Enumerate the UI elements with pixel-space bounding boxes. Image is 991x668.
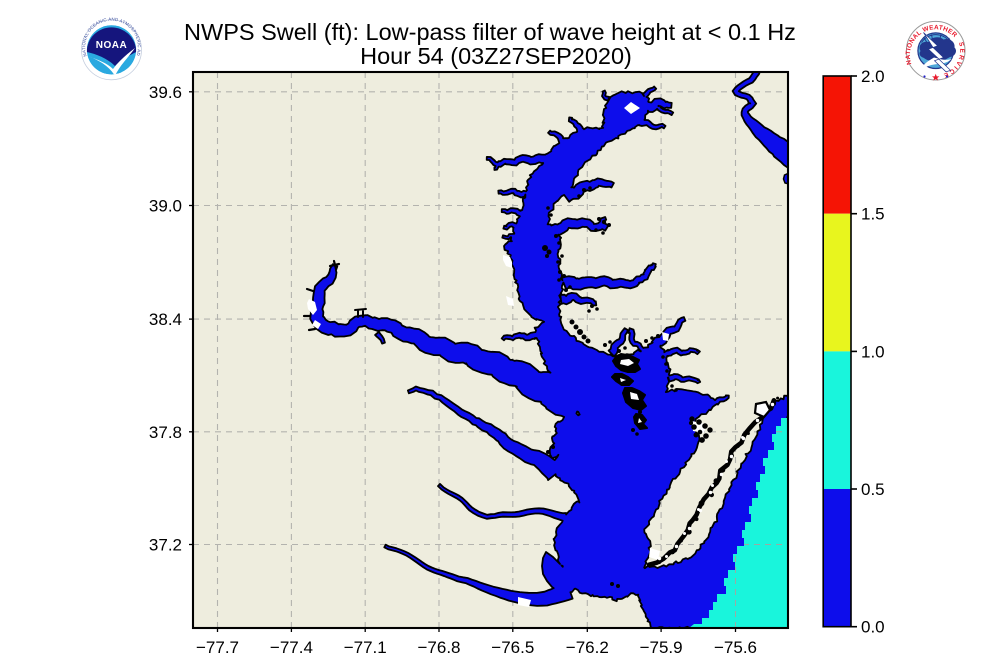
svg-text:1.5: 1.5 — [861, 205, 885, 224]
svg-text:Hour 54 (03Z27SEP2020): Hour 54 (03Z27SEP2020) — [360, 43, 632, 69]
svg-text:−77.1: −77.1 — [344, 638, 387, 657]
svg-text:−76.2: −76.2 — [566, 638, 609, 657]
svg-text:−76.5: −76.5 — [491, 638, 534, 657]
svg-text:−76.8: −76.8 — [417, 638, 460, 657]
svg-text:NWPS Swell (ft): Low-pass filt: NWPS Swell (ft): Low-pass filter of wave… — [184, 19, 796, 45]
svg-text:−77.7: −77.7 — [196, 638, 239, 657]
svg-text:39.6: 39.6 — [149, 83, 182, 102]
svg-text:0.0: 0.0 — [861, 618, 885, 637]
svg-text:39.0: 39.0 — [149, 197, 182, 216]
svg-text:0.5: 0.5 — [861, 480, 885, 499]
svg-text:37.2: 37.2 — [149, 536, 182, 555]
svg-text:1.0: 1.0 — [861, 342, 885, 361]
svg-text:NOAA: NOAA — [96, 40, 127, 51]
svg-text:38.4: 38.4 — [149, 310, 182, 329]
svg-text:37.8: 37.8 — [149, 423, 182, 442]
svg-text:2.0: 2.0 — [861, 67, 885, 86]
svg-text:−75.9: −75.9 — [640, 638, 683, 657]
svg-text:−77.4: −77.4 — [270, 638, 313, 657]
svg-text:−75.6: −75.6 — [714, 638, 757, 657]
